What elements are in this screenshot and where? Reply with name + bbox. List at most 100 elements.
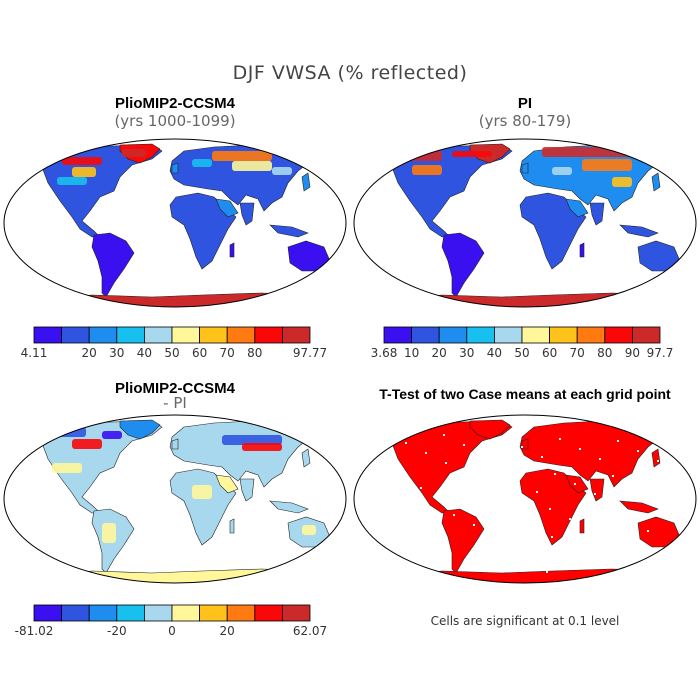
colorbar-swatch <box>88 604 118 622</box>
insignificant-cell <box>657 460 659 462</box>
insignificant-cell <box>488 569 490 571</box>
map-border <box>3 414 347 584</box>
insignificant-cell <box>652 495 654 497</box>
insignificant-cell <box>627 520 629 522</box>
colorbar-tick-label: 80 <box>247 346 262 360</box>
insignificant-cell <box>526 561 528 563</box>
colorbar-max-label: 62.07 <box>293 624 327 638</box>
insignificant-cell <box>445 462 447 464</box>
colorbar-tick-label: -20 <box>107 624 127 638</box>
insignificant-cell <box>448 549 450 551</box>
insignificant-cell <box>536 491 538 493</box>
insignificant-cell <box>498 499 500 501</box>
colorbar-swatch <box>254 326 283 344</box>
insignificant-cell <box>463 444 465 446</box>
field-patch <box>72 439 102 449</box>
insignificant-cell <box>541 456 543 458</box>
colorbar-swatch <box>199 326 228 344</box>
field-patch <box>102 523 116 543</box>
colorbar-swatch <box>281 604 311 622</box>
colorbar-tick-label: 0 <box>168 624 176 638</box>
colorbar-swatch <box>171 604 201 622</box>
insignificant-cell <box>637 450 639 452</box>
colorbar-tick-label: 20 <box>432 346 447 360</box>
insignificant-cell <box>622 555 624 557</box>
insignificant-cell <box>425 452 427 454</box>
colorbar-tick-label: 90 <box>625 346 640 360</box>
insignificant-cell <box>551 536 553 538</box>
insignificant-cell <box>584 563 586 565</box>
figure-title: DJF VWSA (% reflected) <box>232 62 468 84</box>
landmass-india <box>239 202 255 226</box>
insignificant-cell <box>546 571 548 573</box>
insignificant-cell <box>612 475 614 477</box>
insignificant-cell <box>506 551 508 553</box>
colorbar-tick-label: 80 <box>597 346 612 360</box>
field-patch <box>72 167 96 177</box>
insignificant-cell <box>569 518 571 520</box>
field-patch <box>46 427 86 437</box>
insignificant-cell <box>660 547 662 549</box>
landmass-arabia <box>215 198 239 218</box>
insignificant-cell <box>511 516 513 518</box>
field-patch <box>452 151 492 157</box>
field-patch <box>392 151 442 161</box>
landmass-indonesia <box>269 224 309 238</box>
colorbar-swatch <box>199 604 228 622</box>
colorbar-min-label: -81.02 <box>15 624 54 638</box>
colorbar-swatch <box>116 326 145 344</box>
colorbar-tick-label: 20 <box>82 346 97 360</box>
colorbar-min-label: 3.68 <box>371 346 398 360</box>
colorbar-swatch <box>411 326 440 344</box>
colorbar-tick-label: 50 <box>514 346 529 360</box>
insignificant-cell <box>531 526 533 528</box>
field-patch <box>652 151 666 159</box>
colorbar-swatch <box>144 604 173 622</box>
panel1-subtitle: (yrs 1000-1099) <box>114 112 236 130</box>
insignificant-cell <box>392 425 394 427</box>
colorbar-swatch <box>281 326 311 344</box>
colorbar-swatch <box>576 326 606 344</box>
landmass-japan <box>651 172 661 192</box>
field-patch <box>102 431 122 439</box>
colorbar-tick-label: 70 <box>570 346 585 360</box>
field-patch <box>232 161 272 171</box>
colorbar-tick-label: 20 <box>220 624 235 638</box>
insignificant-cell <box>410 557 412 559</box>
field-patch <box>122 149 146 157</box>
insignificant-cell <box>589 528 591 530</box>
colorbar-swatch <box>631 326 661 344</box>
colorbar-swatch <box>61 604 90 622</box>
insignificant-cell <box>478 489 480 491</box>
field-patch <box>62 157 102 165</box>
insignificant-cell <box>415 522 417 524</box>
colorbar-tick-label: 60 <box>192 346 207 360</box>
insignificant-cell <box>430 567 432 569</box>
insignificant-cell <box>420 487 422 489</box>
panel3-subtitle: - PI <box>163 394 187 412</box>
insignificant-cell <box>516 481 518 483</box>
landmass-sa <box>441 232 485 298</box>
insignificant-cell <box>496 471 498 473</box>
colorbar-tick-label: 40 <box>137 346 152 360</box>
map-border <box>3 138 347 308</box>
colorbar-tick-label: 40 <box>487 346 502 360</box>
map-border <box>353 414 697 584</box>
field-patch <box>192 159 212 167</box>
landmass-madagascar <box>229 242 235 258</box>
landmass-greenland <box>119 419 161 440</box>
landmass-greenland <box>469 419 511 440</box>
colorbar-plio: 4.11 20 30 40 50 60 70 80 97.77 <box>21 326 327 360</box>
landmass-japan <box>301 448 311 468</box>
field-patch <box>302 525 316 535</box>
colorbar-swatch <box>226 604 256 622</box>
landmass-uk <box>171 162 179 174</box>
insignificant-cell <box>579 448 581 450</box>
map-pi <box>353 138 697 308</box>
insignificant-cell <box>405 442 407 444</box>
colorbar-swatch <box>33 604 63 622</box>
field-patch <box>552 167 572 175</box>
map-diff <box>3 414 347 584</box>
panel3-title: PlioMIP2-CCSM4 <box>114 380 235 397</box>
colorbar-swatch <box>116 604 145 622</box>
